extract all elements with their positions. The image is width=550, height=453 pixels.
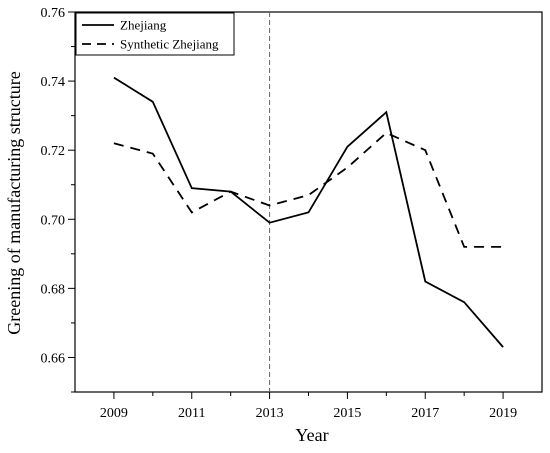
series-group	[113, 76, 504, 348]
y-axis-title: Greening of manufacturing structure	[4, 71, 24, 334]
series-line-zhejiang	[113, 76, 504, 348]
x-tick-label: 2017	[411, 406, 439, 421]
x-axis-title: Year	[295, 425, 328, 445]
x-tick-label: 2013	[256, 406, 284, 421]
legend: Zhejiang Synthetic Zhejiang	[75, 12, 235, 56]
y-tick-label: 0.66	[41, 351, 66, 366]
y-tick-label: 0.74	[41, 75, 66, 90]
axes: 2009 2011 2013 2015 2017 2019 0.66 0.68 0.70 0.72…	[41, 6, 543, 421]
y-tick-label: 0.72	[41, 144, 66, 159]
x-tick-label: 2015	[333, 406, 361, 421]
legend-label: Synthetic Zhejiang	[120, 37, 219, 52]
y-tick-label: 0.68	[41, 282, 66, 297]
series-line-synthetic-zhejiang	[113, 131, 504, 248]
x-tick-label: 2011	[178, 406, 205, 421]
y-tick-label: 0.70	[41, 213, 66, 228]
x-tick-label: 2009	[100, 406, 128, 421]
y-tick-label: 0.76	[41, 6, 66, 21]
plot-frame	[74, 11, 543, 393]
legend-box	[75, 12, 235, 56]
legend-label: Zhejiang	[120, 18, 167, 33]
x-tick-label: 2019	[489, 406, 517, 421]
